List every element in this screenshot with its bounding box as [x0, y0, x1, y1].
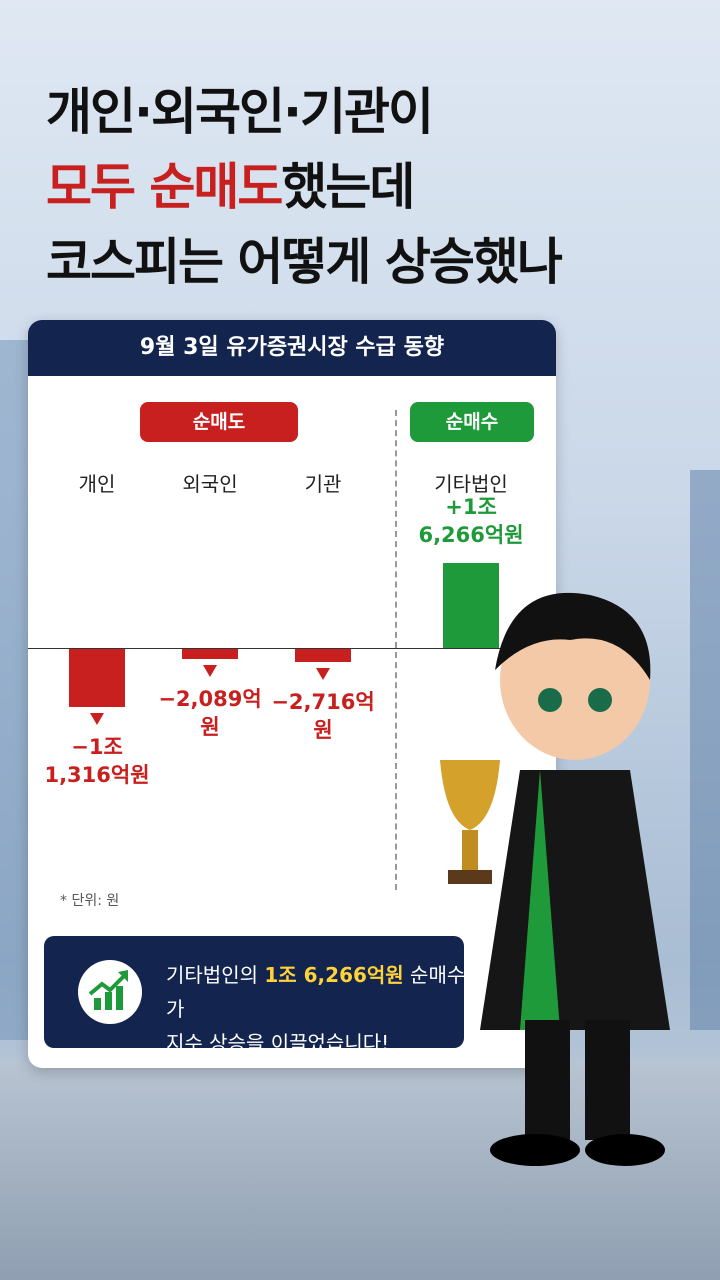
bar: [443, 563, 499, 648]
arrow: [203, 664, 217, 677]
bar: [69, 648, 125, 708]
headline: 코스피는 어떻게 상승했나: [46, 233, 563, 291]
value-label: +1조 6,266억원: [418, 495, 524, 547]
headline-red: 모두 순매도: [46, 158, 283, 216]
message-highlight: 1조 6,266억원: [264, 963, 404, 987]
category-label: 기관: [304, 472, 342, 496]
message-text: 기타법인의: [166, 963, 265, 987]
icon: [78, 960, 142, 1024]
headline: 모두 순매도했는데: [46, 147, 415, 219]
group-label: 순매수: [410, 402, 534, 442]
building: [690, 470, 720, 1030]
arrow: [90, 713, 104, 726]
category-label: 외국인: [182, 472, 238, 496]
headline-rest: 했는데: [281, 158, 415, 216]
arrow: [316, 668, 330, 681]
headline: 개인·외국인·기관이: [46, 83, 434, 141]
unit-note: * 단위: 원: [60, 893, 120, 909]
value-label: −2,089억원: [158, 686, 262, 739]
category-label: 개인: [78, 472, 116, 496]
value-label: −1조 1,316억원: [44, 735, 150, 788]
message-text: 지수 상승을 이끌었습니다!: [166, 1031, 390, 1055]
building: [0, 340, 30, 1040]
divider: [395, 410, 397, 890]
chart-title: 9월 3일 유가증권시장 수급 동향: [28, 320, 556, 376]
message-text: 순매수가: [166, 963, 466, 1021]
character: [440, 592, 670, 1166]
group-label: 순매도: [140, 402, 298, 442]
baseline: [28, 648, 556, 649]
bar: [182, 648, 238, 659]
category-label: 기타법인: [434, 472, 508, 496]
value-label: −2,716억원: [271, 690, 375, 743]
bar: [295, 648, 351, 663]
